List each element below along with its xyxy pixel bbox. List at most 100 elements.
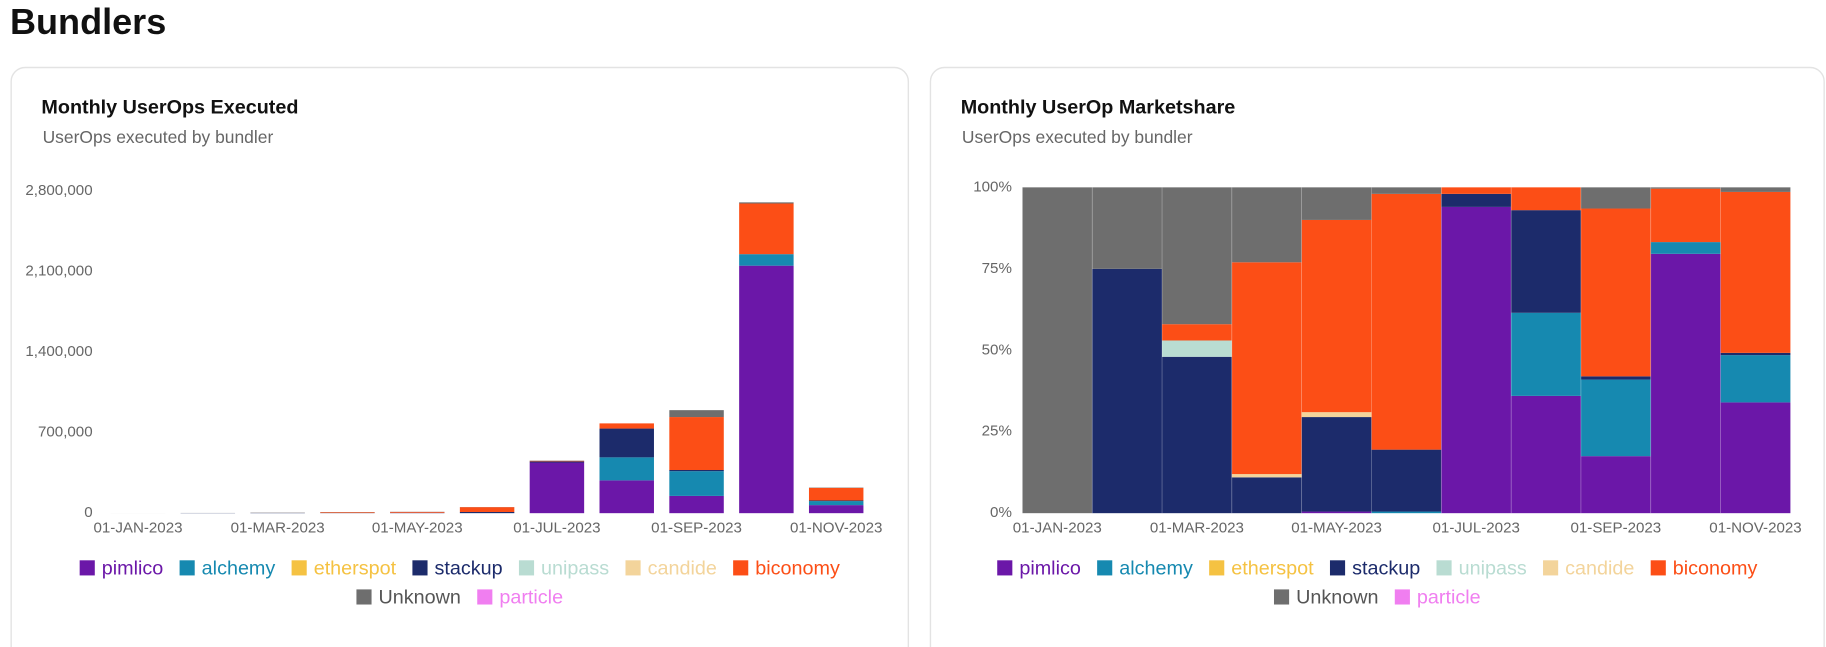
bar-segment bbox=[320, 512, 375, 514]
legend-swatch bbox=[1097, 560, 1113, 576]
bar-segment bbox=[599, 428, 654, 458]
legend-item[interactable]: particle bbox=[477, 586, 563, 608]
bars bbox=[110, 202, 864, 514]
legend-swatch bbox=[733, 560, 749, 576]
bar-segment bbox=[599, 423, 654, 429]
bar-segment bbox=[1511, 395, 1581, 514]
legend-item[interactable]: candide bbox=[1543, 557, 1634, 579]
legend-item[interactable]: particle bbox=[1394, 586, 1481, 608]
legend-label: etherspot bbox=[1231, 557, 1314, 579]
y-tick-label: 0 bbox=[84, 504, 92, 521]
legend-item[interactable]: alchemy bbox=[179, 557, 276, 579]
legend-swatch bbox=[1394, 589, 1410, 605]
legend-label: etherspot bbox=[314, 557, 397, 579]
bar-segment bbox=[459, 507, 515, 512]
x-tick-label: 01-MAR-2023 bbox=[1150, 519, 1244, 536]
x-tick-label: 01-SEP-2023 bbox=[1570, 519, 1661, 536]
bar-segment bbox=[1650, 187, 1721, 189]
legend-item[interactable]: unipass bbox=[518, 557, 609, 579]
bar-segment bbox=[1301, 511, 1372, 514]
legend-swatch bbox=[179, 560, 195, 576]
x-tick-label: 01-NOV-2023 bbox=[790, 519, 882, 536]
legend-item[interactable]: biconomy bbox=[733, 557, 840, 579]
legend-label: Unknown bbox=[1296, 586, 1378, 608]
bar-segment bbox=[1092, 187, 1163, 269]
legend-item[interactable]: candide bbox=[625, 557, 717, 579]
y-tick-label: 0% bbox=[990, 504, 1012, 521]
bar-segment bbox=[739, 254, 794, 266]
bar-segment bbox=[1231, 477, 1302, 514]
bar-segment bbox=[1231, 187, 1302, 263]
bar-segment bbox=[1301, 187, 1372, 220]
x-tick-label: 01-MAR-2023 bbox=[231, 519, 325, 536]
legend-item[interactable]: Unknown bbox=[1273, 586, 1379, 608]
bar-segment bbox=[1580, 456, 1651, 514]
bar-segment bbox=[1720, 191, 1791, 353]
bar-segment bbox=[529, 462, 585, 514]
bar-segment bbox=[1441, 187, 1512, 194]
x-tick-label: 01-JUL-2023 bbox=[1433, 519, 1520, 536]
x-tick-label: 01-NOV-2023 bbox=[1709, 519, 1801, 536]
legend-swatch bbox=[356, 589, 372, 605]
bar-segment bbox=[739, 203, 794, 255]
legend-swatch bbox=[1273, 589, 1290, 605]
bar-segment bbox=[1162, 340, 1232, 357]
bar-segment bbox=[1511, 187, 1581, 211]
legend-item[interactable]: stackup bbox=[412, 557, 503, 579]
legend-label: unipass bbox=[1459, 557, 1527, 579]
bar-segment bbox=[1371, 193, 1442, 450]
bar-segment bbox=[1092, 268, 1163, 514]
bar-segment bbox=[529, 460, 585, 462]
bar-segment bbox=[1650, 253, 1721, 514]
legend-item[interactable]: biconomy bbox=[1650, 557, 1758, 579]
bar-segment bbox=[599, 480, 654, 514]
legend-item[interactable]: etherspot bbox=[1209, 557, 1314, 579]
bars bbox=[1022, 187, 1791, 514]
legend-item[interactable]: alchemy bbox=[1097, 557, 1193, 579]
legend-swatch bbox=[1650, 560, 1666, 576]
y-tick-label: 25% bbox=[982, 423, 1012, 440]
legend-swatch bbox=[1329, 560, 1346, 576]
x-tick-label: 01-JUL-2023 bbox=[513, 519, 600, 536]
legend-item[interactable]: unipass bbox=[1436, 557, 1527, 579]
bar-segment bbox=[669, 471, 724, 496]
bar-segment bbox=[1720, 187, 1791, 192]
bar-segment bbox=[1580, 379, 1651, 457]
legend-label: stackup bbox=[435, 557, 503, 579]
legend-label: pimlico bbox=[102, 557, 164, 579]
x-tick-label: 01-JAN-2023 bbox=[1013, 519, 1102, 536]
chart-title: Monthly UserOp Marketshare bbox=[961, 96, 1236, 118]
bar-segment bbox=[1720, 352, 1791, 356]
bar-segment bbox=[599, 457, 654, 481]
legend-label: Unknown bbox=[379, 586, 461, 608]
legend-item[interactable]: pimlico bbox=[79, 557, 164, 579]
bar-segment bbox=[1371, 449, 1442, 512]
bar-segment bbox=[1441, 206, 1512, 514]
bar-segment bbox=[1580, 187, 1651, 209]
x-tick-label: 01-MAY-2023 bbox=[1291, 519, 1382, 536]
y-tick-label: 100% bbox=[973, 178, 1012, 195]
bar-segment bbox=[1162, 187, 1232, 325]
legend-swatch bbox=[412, 560, 428, 576]
legend-swatch bbox=[1209, 560, 1225, 576]
chart-subtitle: UserOps executed by bundler bbox=[962, 127, 1193, 147]
y-tick-label: 700,000 bbox=[38, 424, 93, 441]
legend-label: pimlico bbox=[1019, 557, 1081, 579]
y-tick-label: 50% bbox=[982, 341, 1012, 358]
legend-label: candide bbox=[1565, 557, 1634, 579]
bar-segment bbox=[1441, 193, 1512, 207]
bar-segment bbox=[739, 265, 794, 514]
legend-swatch bbox=[518, 560, 535, 576]
bar-segment bbox=[669, 470, 724, 472]
legend-item[interactable]: pimlico bbox=[997, 557, 1081, 579]
legend-label: particle bbox=[499, 586, 563, 608]
legend-swatch bbox=[79, 560, 95, 576]
legend-item[interactable]: etherspot bbox=[291, 557, 397, 579]
legend-item[interactable]: Unknown bbox=[356, 586, 461, 608]
bar-segment bbox=[1720, 402, 1791, 514]
legend-item[interactable]: stackup bbox=[1329, 557, 1420, 579]
legend-swatch bbox=[1543, 560, 1559, 576]
bar-segment bbox=[1301, 219, 1372, 413]
